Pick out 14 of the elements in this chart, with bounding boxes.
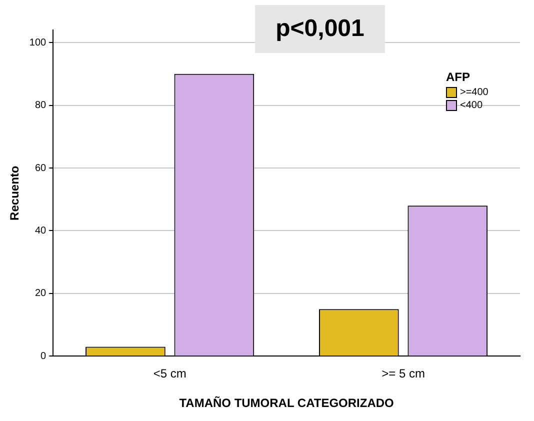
y-tick-label: 20 <box>34 288 47 300</box>
y-tick-label: 100 <box>29 37 47 48</box>
legend-label: >=400 <box>460 87 488 98</box>
y-tick-label: 0 <box>40 350 47 362</box>
y-tick-label: 60 <box>34 162 47 174</box>
y-axis-title: Recuento <box>8 166 22 220</box>
x-axis-title: TAMAÑO TUMORAL CATEGORIZADO <box>179 396 394 410</box>
legend-label: <400 <box>460 100 483 111</box>
annotation: p<0,001 <box>255 5 385 53</box>
y-tick-label: 80 <box>34 100 47 112</box>
y-tick-label: 40 <box>34 225 47 236</box>
legend-title: AFP <box>446 70 471 84</box>
x-tick-label: >= 5 cm <box>382 366 425 381</box>
x-tick-label: <5 cm <box>153 366 186 381</box>
